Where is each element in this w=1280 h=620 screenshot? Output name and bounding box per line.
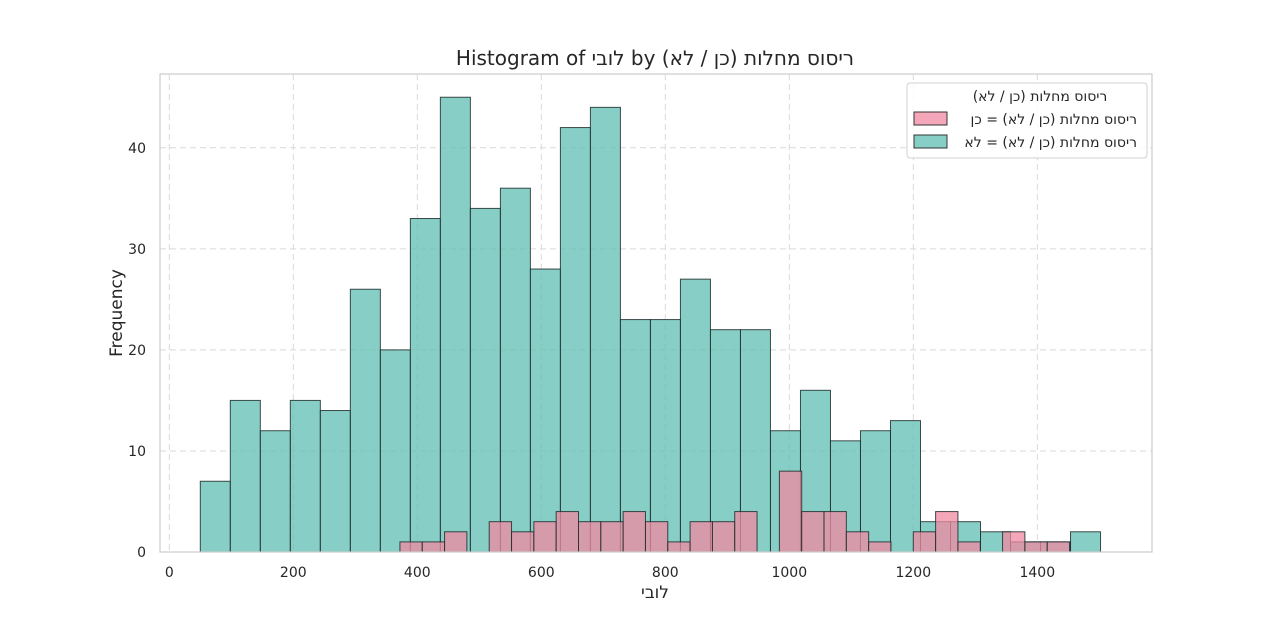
bar-series-1-bin-29 <box>1070 531 1102 553</box>
bar-series-1-bin-13 <box>589 106 621 553</box>
bar-series-0-bin-9 <box>622 511 646 553</box>
legend-swatch-ken <box>913 111 948 126</box>
tick-labels: 0 200 400 600 800 1000 1200 1400 0 10 20 30 40 <box>128 141 1055 581</box>
bar-series-1-bin-11 <box>529 268 561 553</box>
bar-series-0-bin-12 <box>689 521 713 553</box>
bar-series-1-bin-12 <box>559 127 591 553</box>
bar-series-0-bin-23 <box>1002 531 1026 553</box>
bar-series-0-bin-18 <box>845 531 870 553</box>
x-tick-label-4: 800 <box>652 565 679 581</box>
y-tick-label-4: 40 <box>128 141 146 157</box>
chart-title: Histogram of לובי by ריסוס מחלות (כן / ל… <box>456 46 854 70</box>
x-tick-label-5: 1000 <box>771 565 807 581</box>
bar-series-1-bin-10 <box>499 187 531 553</box>
x-tick-label-1: 200 <box>280 565 307 581</box>
bar-series-0-bin-13 <box>711 521 736 553</box>
bar-series-0-bin-15 <box>778 470 803 553</box>
bar-series-1-bin-8 <box>439 96 471 553</box>
bar-series-0-bin-21 <box>935 511 959 553</box>
x-axis-label: לובי <box>641 583 669 603</box>
bar-series-0-bin-5 <box>533 521 557 553</box>
bar-series-0-bin-1 <box>421 541 446 553</box>
bar-series-0-bin-14 <box>734 511 758 553</box>
bar-series-1-bin-2 <box>259 430 291 553</box>
bar-series-0-bin-11 <box>667 541 691 553</box>
bar-series-0-bin-4 <box>511 531 535 553</box>
bar-series-0-bin-0 <box>399 541 423 553</box>
bar-series-0-bin-2 <box>444 531 468 553</box>
x-tick-label-3: 600 <box>528 565 555 581</box>
legend-label-lo: ריסוס מחלות (כן / לא) = לא <box>964 135 1137 151</box>
bar-series-1-bin-9 <box>469 207 501 553</box>
bar-series-0-bin-3 <box>488 521 513 553</box>
y-axis-label: Frequency <box>107 269 127 357</box>
bar-series-1-bin-4 <box>319 410 351 553</box>
legend-title: ריסוס מחלות (כן / לא) <box>973 89 1108 105</box>
bar-series-1-bin-6 <box>379 349 411 553</box>
bar-series-0-bin-8 <box>600 521 624 553</box>
bar-series-0-bin-20 <box>912 531 937 553</box>
bar-series-0-bin-19 <box>868 541 892 553</box>
x-tick-label-6: 1200 <box>895 565 931 581</box>
bar-series-0-bin-7 <box>578 521 602 553</box>
bar-series-1-bin-0 <box>199 480 231 553</box>
legend-swatch-lo <box>913 134 948 149</box>
bar-series-0-bin-6 <box>555 511 579 553</box>
bars <box>199 96 1102 553</box>
bar-series-1-bin-1 <box>229 399 261 553</box>
bar-series-0-bin-16 <box>801 511 825 553</box>
y-tick-label-2: 20 <box>128 343 146 359</box>
x-tick-label-7: 1400 <box>1019 565 1055 581</box>
y-tick-label-0: 0 <box>137 545 146 561</box>
bar-series-0-bin-22 <box>957 541 981 553</box>
bar-series-0-bin-17 <box>823 511 847 553</box>
y-tick-label-3: 30 <box>128 242 146 258</box>
bar-series-1-bin-15 <box>649 319 681 553</box>
bar-series-1-bin-5 <box>349 288 381 553</box>
x-tick-label-2: 400 <box>404 565 431 581</box>
bar-series-0-bin-25 <box>1046 541 1071 553</box>
bar-series-1-bin-16 <box>679 278 711 553</box>
plot-frame <box>159 73 1153 553</box>
legend-label-ken: ריסוס מחלות (כן / לא) = כן <box>971 112 1137 128</box>
legend: ריסוס מחלות (כן / לא) ריסוס מחלות (כן / … <box>906 82 1148 159</box>
legend-frame <box>906 82 1148 159</box>
y-tick-label-1: 10 <box>128 444 146 460</box>
bar-series-1-bin-7 <box>409 218 441 553</box>
x-tick-label-0: 0 <box>165 565 174 581</box>
bar-series-0-bin-10 <box>644 521 669 553</box>
bar-series-1-bin-3 <box>289 399 321 553</box>
bar-series-0-bin-24 <box>1024 541 1048 553</box>
